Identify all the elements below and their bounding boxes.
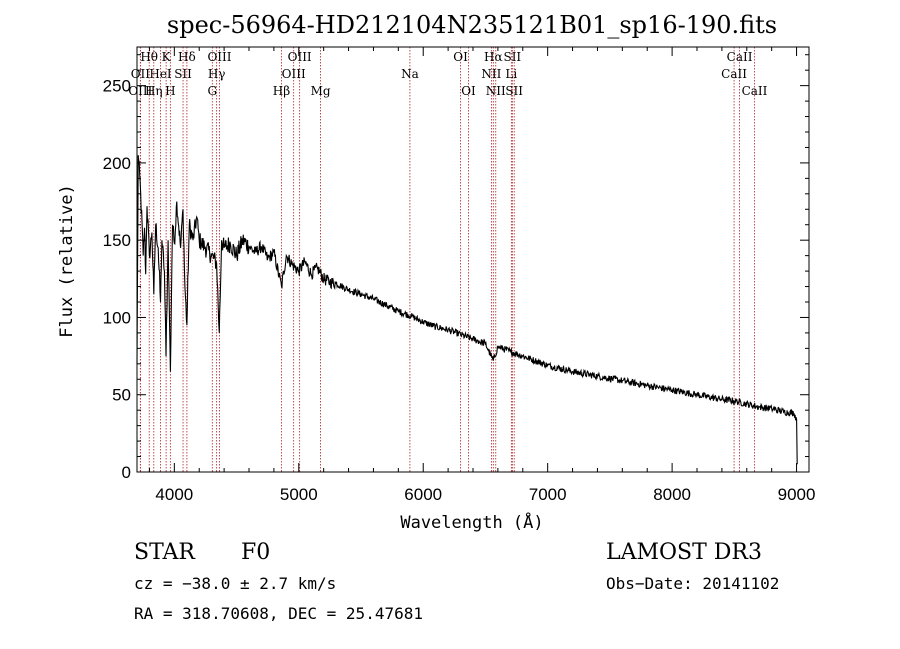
spectral-line-label: OI [461,84,476,98]
spectral-line-label: SII [174,67,192,81]
y-tick-label: 200 [103,154,131,173]
spectral-line-label: Hθ [140,50,158,64]
spectral-line-label: SII [505,84,523,98]
y-tick-label: 250 [103,77,131,96]
x-tick-label: 8000 [653,485,691,504]
spectral-line-label: K [162,50,172,64]
redshift-cz: cz = −38.0 ± 2.7 km/s [134,574,337,593]
spectral-line-label: NII [486,84,506,98]
survey-name: LAMOST DR3 [606,540,762,565]
spectrum-line [136,155,798,465]
spectral-line-label: OI [453,50,468,64]
y-tick-label: 50 [112,386,131,405]
spectral-line-label: OIII [207,50,231,64]
spectral-line-label: Hη [145,84,163,98]
x-tick-label: 6000 [404,485,442,504]
y-tick-label: 100 [103,308,131,327]
y-axis-label: Flux (relative) [57,184,77,338]
spectral-line-label: HeI [149,67,172,81]
spectral-line-label: Hδ [178,50,196,64]
spectral-line-label: H [165,84,175,98]
spectral-line-label: Hγ [208,67,226,81]
spectral-line-label: CaII [727,50,753,64]
x-tick-label: 7000 [529,485,567,504]
spectral-line-label: Na [401,67,419,81]
spectral-line-markers [139,47,755,472]
x-tick-label: 4000 [155,485,193,504]
spectral-line-labels: Hθ OII OIII K HeI Hη Hδ SII H OIII Hγ G Hβ OIII OIII Mg… [128,50,767,98]
axis-ticks: 4000 5000 6000 7000 8000 9000 0 50 100 150 200 250 [103,47,816,504]
spectral-line-label: Li [505,67,517,81]
object-class: STAR [134,540,195,565]
spectral-line-label: Hα [484,50,503,64]
y-tick-label: 0 [122,463,131,482]
spectral-line-label: NII [481,67,501,81]
spectral-line-label: OIII [282,67,306,81]
spectral-line-label: G [207,84,217,98]
chart-title: spec-56964-HD212104N235121B01_sp16-190.f… [167,11,777,39]
spectral-line-label: CaII [721,67,747,81]
y-tick-label: 150 [103,231,131,250]
spectral-line-label: OIII [288,50,312,64]
x-tick-label: 5000 [280,485,318,504]
spectral-line-label: Mg [311,84,331,98]
spectral-line-label: OIII [128,84,152,98]
x-axis-label: Wavelength (Å) [400,511,543,533]
x-tick-label: 9000 [778,485,816,504]
observation-date: Obs−Date: 20141102 [606,574,780,593]
spectral-line-label: OII [131,67,151,81]
spectral-line-label: Hβ [273,84,290,98]
object-subclass: F0 [241,540,271,565]
spectral-line-label: SII [503,50,521,64]
coordinates: RA = 318.70608, DEC = 25.47681 [134,604,423,623]
spectral-line-label: CaII [742,84,768,98]
